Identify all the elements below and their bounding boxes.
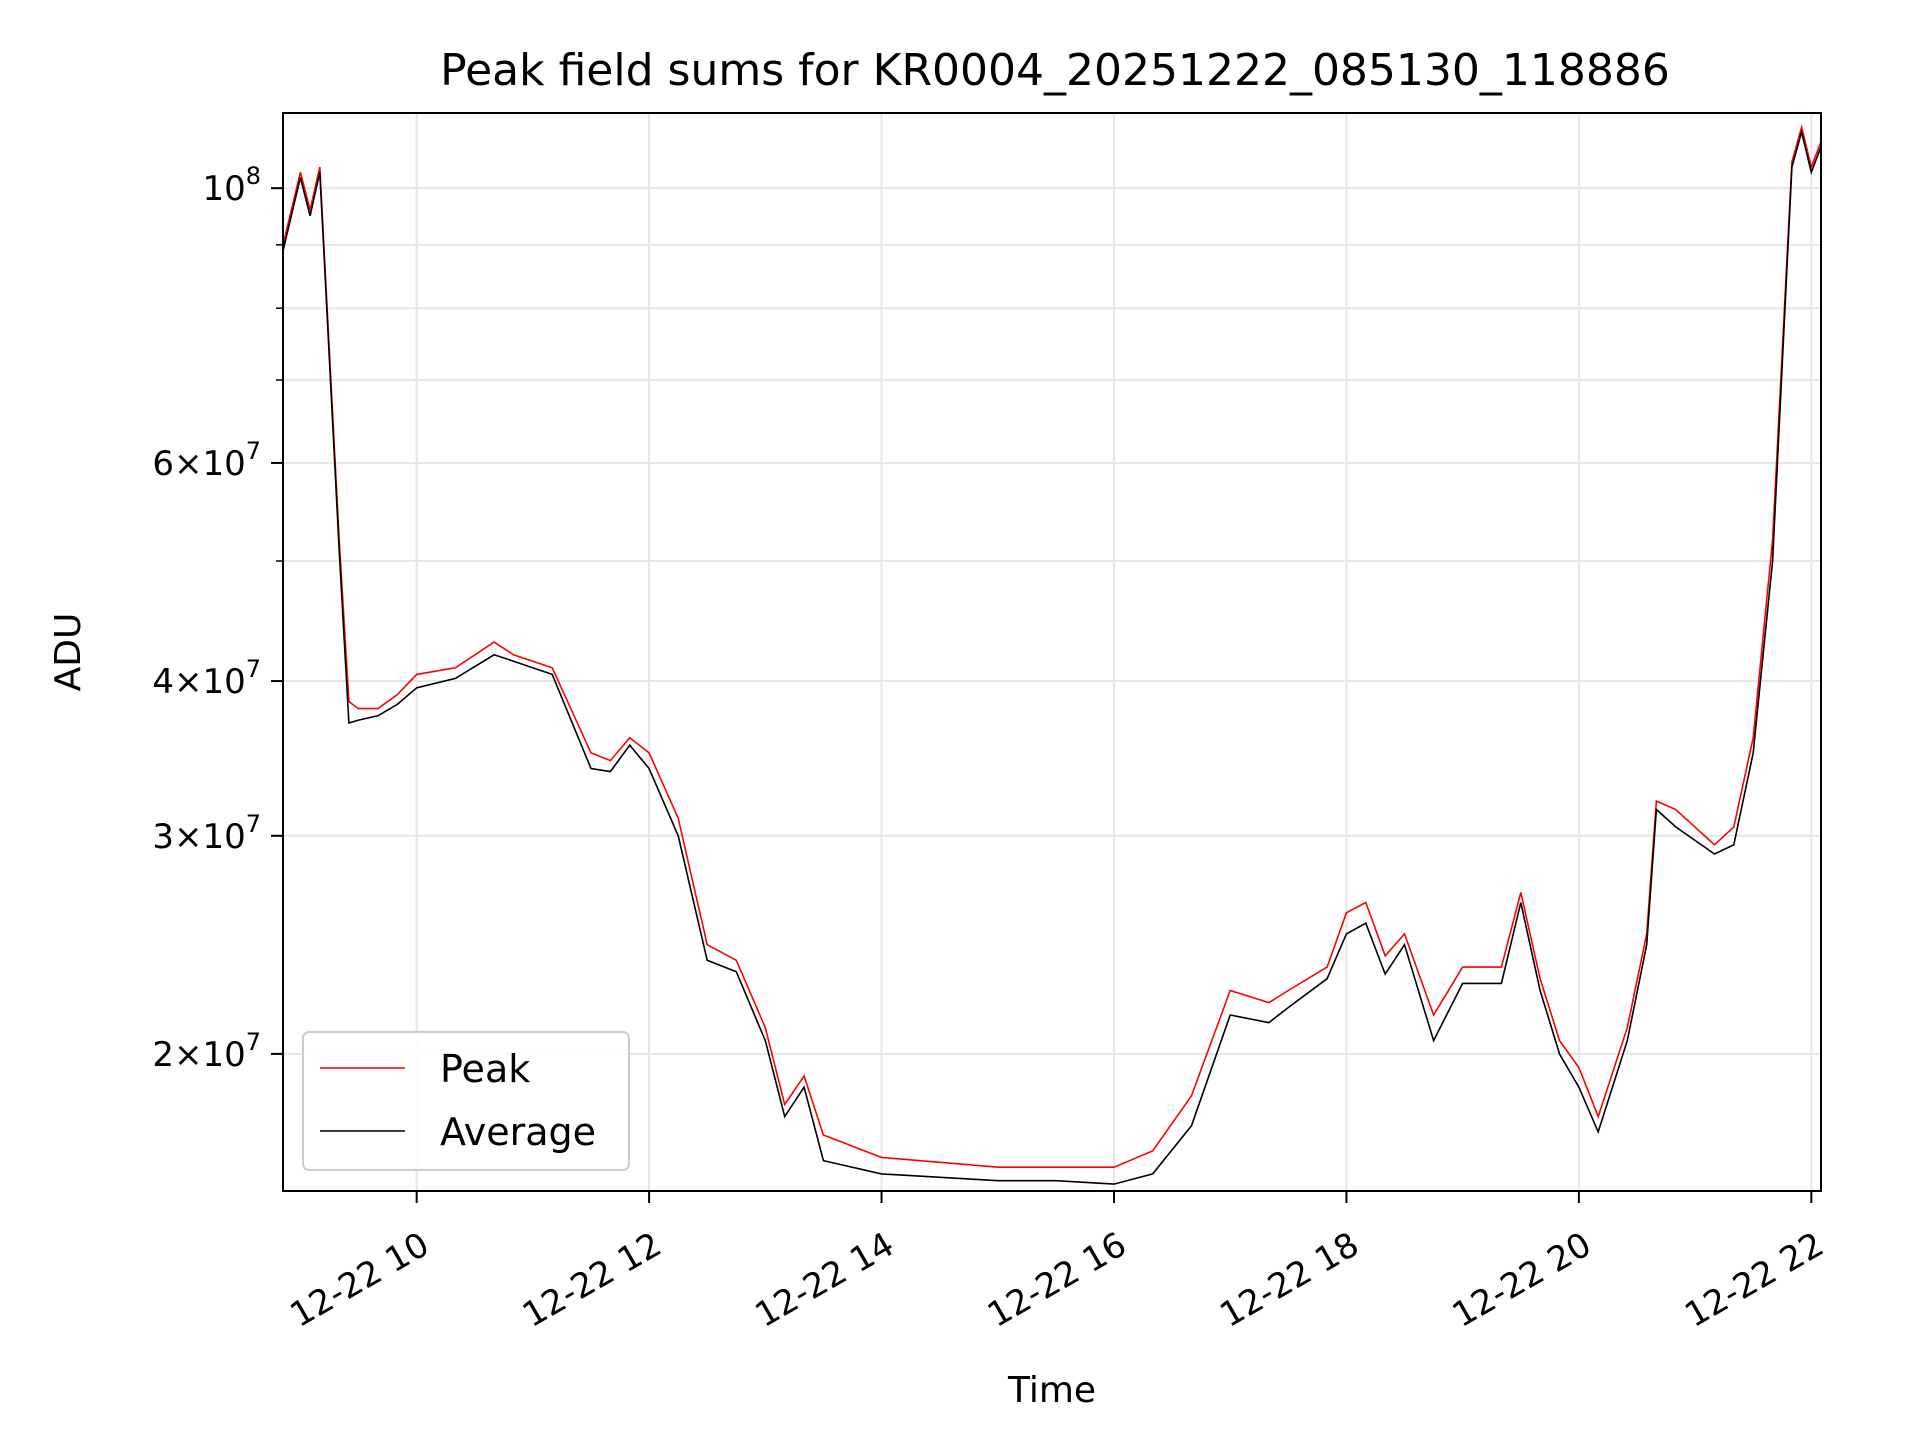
y-tick-label: 2×107 [152,1028,261,1075]
y-axis-label: ADU [48,613,89,692]
series-line-average [282,128,1822,1185]
y-tick-label: 3×107 [152,810,261,857]
legend-label-average: Average [440,1110,596,1154]
legend: Peak Average [302,1031,630,1171]
x-axis-label: Time [1007,1370,1096,1411]
grid [283,113,1821,1191]
chart-title: Peak field sums for KR0004_20251222_0851… [440,45,1670,96]
y-axis: 108 6×107 4×107 3×107 2×107 [152,162,283,1075]
axes-frame [282,112,1822,1192]
legend-label-peak: Peak [440,1047,530,1091]
y-tick-label: 6×107 [152,437,261,484]
y-tick-label: 4×107 [152,655,261,702]
y-tick-label: 108 [202,162,261,209]
legend-box [302,1031,630,1171]
plot-area [282,124,1822,1185]
